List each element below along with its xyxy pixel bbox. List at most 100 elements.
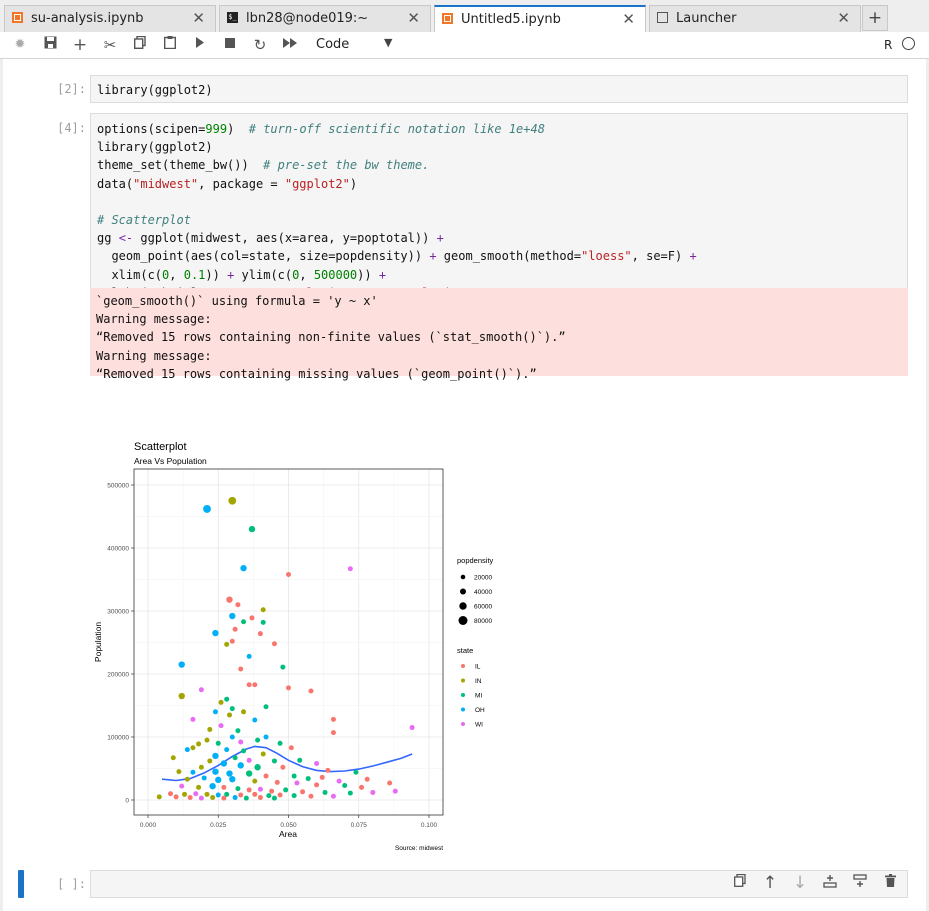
data-point [235, 786, 241, 792]
duplicate-cell-icon[interactable] [732, 873, 748, 892]
legend: popdensity state 20000 40000 60000 80000 IL I… [457, 556, 494, 728]
data-point [198, 687, 204, 693]
data-point [271, 641, 277, 647]
data-point [257, 631, 263, 637]
y-tick-label: 100000 [107, 734, 129, 741]
restart-icon[interactable]: ↻ [253, 36, 267, 54]
data-point [232, 755, 238, 761]
data-point [224, 641, 230, 647]
data-point [229, 734, 235, 740]
kernel-name[interactable]: R [884, 38, 893, 52]
cut-icon[interactable]: ✂ [103, 36, 117, 54]
data-point [170, 755, 176, 761]
tab-bar: su-analysis.ipynb ✕ $_ lbn28@node019:~ ✕… [0, 0, 929, 33]
tab-untitled5[interactable]: Untitled5.ipynb ✕ [434, 5, 646, 33]
x-tick-label: 0.075 [351, 822, 368, 829]
data-point [319, 774, 325, 780]
data-point [245, 770, 253, 777]
run-icon[interactable] [191, 36, 209, 54]
data-point [209, 782, 216, 790]
data-point [193, 791, 199, 797]
data-point [235, 728, 241, 734]
x-axis: 0.000 0.025 0.050 0.075 0.100 [140, 815, 438, 829]
debugger-icon[interactable]: ✹ [14, 37, 26, 52]
data-point [196, 784, 202, 790]
data-point [198, 764, 204, 770]
data-point [204, 737, 210, 743]
chevron-down-icon[interactable]: ▼ [384, 36, 393, 49]
data-point [260, 607, 266, 613]
data-point [286, 571, 291, 577]
color-legend-label: MI [475, 692, 482, 699]
close-icon[interactable]: ✕ [192, 9, 205, 27]
data-point [322, 789, 328, 795]
close-icon[interactable]: ✕ [837, 9, 850, 27]
insert-below-icon[interactable] [852, 874, 868, 892]
data-point [330, 716, 336, 722]
data-point [229, 612, 236, 620]
chart-title: Scatterplot [134, 441, 187, 453]
empty-code-cell[interactable] [90, 870, 908, 898]
copy-icon[interactable] [131, 35, 149, 54]
data-point [224, 696, 230, 702]
points [156, 496, 415, 801]
data-point [359, 784, 365, 790]
tab-terminal[interactable]: $_ lbn28@node019:~ ✕ [219, 5, 431, 32]
color-legend-title: state [457, 646, 473, 655]
fast-forward-icon[interactable] [281, 36, 299, 54]
data-point [291, 773, 297, 779]
stderr-line: “Removed 15 rows containing non-finite v… [96, 330, 566, 345]
data-point [364, 776, 370, 782]
smooth-line [161, 745, 413, 782]
y-tick-label: 0 [125, 797, 129, 804]
x-tick-label: 0.050 [280, 822, 297, 829]
data-point [271, 795, 277, 801]
save-icon[interactable] [41, 36, 59, 54]
code-cell[interactable]: library(ggplot2) [90, 75, 908, 103]
data-point [249, 615, 255, 621]
move-down-icon[interactable]: ↓ [792, 873, 808, 893]
delete-cell-icon[interactable] [882, 874, 898, 892]
add-tab-button[interactable]: + [862, 5, 888, 31]
data-point [224, 791, 230, 797]
tab-launcher[interactable]: Launcher ✕ [649, 5, 861, 32]
move-up-icon[interactable]: ↑ [762, 873, 778, 893]
paste-icon[interactable] [161, 36, 179, 54]
data-point [288, 745, 294, 751]
data-point [263, 734, 269, 740]
data-point [300, 789, 306, 795]
insert-above-icon[interactable] [822, 874, 838, 892]
color-legend-key [461, 678, 465, 683]
data-point [215, 792, 221, 798]
data-point [347, 790, 353, 796]
data-point [255, 737, 261, 743]
add-cell-icon[interactable]: + [72, 35, 88, 55]
close-icon[interactable]: ✕ [407, 9, 420, 27]
notebook-icon [12, 12, 23, 23]
close-icon[interactable]: ✕ [622, 10, 635, 28]
data-point [232, 794, 238, 800]
data-point [392, 788, 398, 794]
stop-icon[interactable] [221, 36, 239, 54]
data-point [203, 505, 211, 513]
cell-type-select[interactable]: Code [316, 37, 350, 52]
tab-su-analysis[interactable]: su-analysis.ipynb ✕ [4, 5, 216, 32]
y-tick-label: 400000 [107, 545, 129, 552]
size-legend-key [460, 588, 466, 595]
data-point [325, 767, 331, 773]
y-tick-label: 300000 [107, 608, 129, 615]
y-tick-label: 500000 [107, 482, 129, 489]
x-tick-label: 0.100 [421, 822, 438, 829]
data-point [241, 748, 247, 754]
stderr-line: Warning message: [96, 348, 212, 363]
size-legend-title: popdensity [457, 556, 494, 565]
x-tick-label: 0.000 [140, 822, 157, 829]
data-point [260, 751, 266, 757]
data-point [283, 787, 289, 793]
data-point [218, 699, 224, 705]
size-legend-label: 20000 [474, 574, 492, 581]
data-point [246, 757, 252, 763]
chart-caption: Source: midwest [395, 845, 443, 852]
cell-prompt: [4]: [57, 121, 86, 135]
data-point [263, 704, 269, 710]
